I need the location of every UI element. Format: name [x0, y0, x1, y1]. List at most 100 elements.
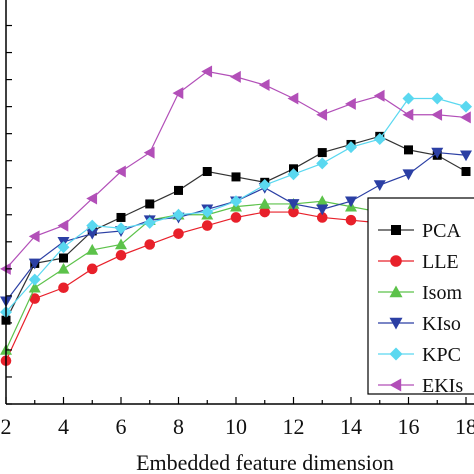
- x-tick-label: 8: [173, 414, 184, 439]
- data-point: [258, 197, 271, 209]
- data-point: [86, 263, 98, 275]
- plot-area: [0, 65, 472, 367]
- data-point: [172, 87, 184, 100]
- data-point: [431, 92, 444, 105]
- legend-marker: [389, 317, 403, 330]
- data-point: [373, 89, 385, 102]
- legend-marker: [389, 285, 403, 298]
- data-point: [231, 172, 241, 182]
- data-point: [57, 262, 70, 274]
- data-point: [201, 206, 214, 219]
- data-point: [345, 196, 357, 208]
- legend-marker: [391, 225, 401, 235]
- x-tick-label: 16: [398, 414, 420, 439]
- legend-label: KIso: [422, 313, 461, 335]
- data-point: [316, 195, 329, 207]
- legend-label: KPC: [422, 344, 461, 366]
- legend-item: EKIs: [378, 375, 463, 397]
- data-point: [230, 212, 242, 223]
- data-point: [59, 253, 68, 263]
- data-point: [460, 150, 472, 162]
- series-ekisomap: [0, 65, 471, 275]
- data-point: [402, 92, 415, 105]
- x-tick-label: 18: [455, 414, 474, 439]
- data-point: [173, 228, 184, 239]
- legend-item: PCA: [378, 220, 461, 242]
- legend-item: KPC: [378, 344, 461, 366]
- data-point: [460, 100, 472, 113]
- data-point: [115, 250, 127, 261]
- data-point: [287, 92, 299, 105]
- legend-marker: [390, 255, 402, 267]
- x-tick-label: 2: [1, 414, 12, 439]
- data-point: [28, 230, 40, 243]
- data-point: [402, 169, 415, 181]
- data-point: [258, 179, 271, 192]
- data-point: [460, 111, 471, 124]
- data-point: [115, 165, 126, 178]
- x-axis: 2 4 6 8 10 12 14 16 18: [1, 397, 474, 439]
- legend-item: Isom: [378, 282, 462, 304]
- data-point: [116, 212, 126, 222]
- data-point: [402, 108, 414, 121]
- data-point: [287, 199, 300, 210]
- x-axis-label: Embedded feature dimension: [136, 450, 394, 474]
- legend: PCA LLE Isom KIso KPC EKIs: [367, 197, 474, 397]
- data-point: [287, 168, 300, 181]
- data-point: [86, 243, 99, 255]
- x-tick-label: 12: [283, 414, 305, 439]
- data-point: [86, 219, 99, 232]
- data-point: [230, 70, 241, 83]
- data-point: [431, 147, 444, 159]
- data-point: [345, 97, 356, 110]
- data-point: [143, 146, 155, 159]
- data-point: [230, 195, 242, 208]
- data-point: [373, 180, 386, 192]
- data-point: [29, 293, 41, 304]
- data-point: [172, 208, 185, 221]
- legend-box: [367, 197, 474, 395]
- data-point: [316, 204, 329, 216]
- data-point: [58, 282, 69, 294]
- data-point: [288, 206, 299, 218]
- series-kpca: [0, 92, 472, 319]
- data-point: [144, 239, 156, 250]
- data-point: [174, 185, 183, 195]
- data-point: [461, 167, 471, 177]
- legend-marker: [389, 378, 402, 392]
- data-point: [404, 145, 413, 155]
- data-point: [202, 167, 212, 177]
- data-point: [28, 281, 41, 293]
- legend-label: LLE: [422, 251, 459, 273]
- data-point: [316, 212, 328, 223]
- legend-label: Isom: [422, 282, 462, 304]
- data-point: [115, 222, 127, 235]
- data-point: [431, 108, 443, 121]
- data-point: [86, 192, 98, 205]
- data-point: [316, 108, 328, 121]
- data-point: [145, 199, 155, 209]
- data-point: [143, 216, 156, 229]
- x-tick-label: 10: [225, 414, 247, 439]
- data-point: [57, 241, 70, 254]
- data-point: [201, 65, 213, 78]
- x-tick-label: 14: [340, 414, 362, 439]
- legend-marker: [389, 347, 403, 361]
- x-tick-label: 6: [116, 414, 127, 439]
- data-point: [317, 148, 327, 158]
- data-point: [373, 133, 386, 146]
- data-point: [57, 219, 69, 232]
- data-point: [259, 206, 271, 218]
- data-point: [86, 228, 99, 240]
- data-point: [28, 258, 41, 270]
- data-point: [316, 157, 329, 170]
- legend-label: EKIs: [422, 375, 463, 397]
- y-axis: [5, 0, 12, 405]
- data-point: [345, 141, 357, 154]
- data-point: [115, 238, 127, 250]
- legend-item: KIso: [378, 313, 461, 335]
- legend-label: PCA: [422, 220, 461, 242]
- data-point: [258, 78, 270, 91]
- legend-item: LLE: [378, 251, 459, 273]
